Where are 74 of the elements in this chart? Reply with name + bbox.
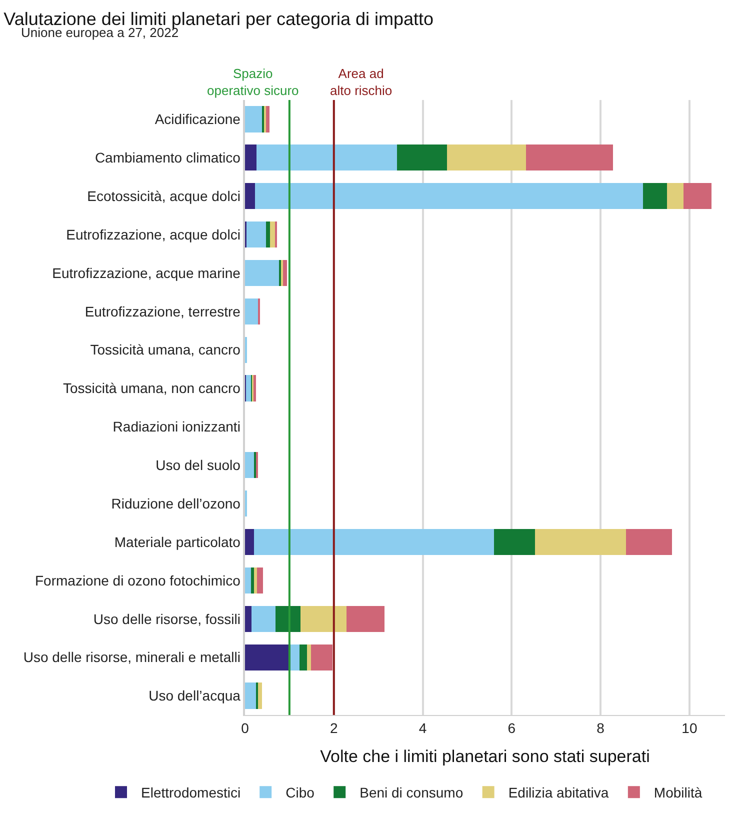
bar	[397, 144, 448, 171]
y-tick-label: Uso delle risorse, minerali e metalli	[23, 649, 240, 666]
bar	[245, 452, 254, 478]
bar	[526, 144, 613, 171]
bar	[256, 144, 397, 171]
bar	[535, 528, 626, 556]
y-tick-label: Uso delle risorse, fossili	[93, 610, 240, 627]
bar	[684, 183, 712, 210]
bar	[245, 682, 256, 709]
y-tick-label: Tossicità umana, non cancro	[63, 380, 241, 396]
bar	[253, 375, 256, 402]
ref-line-label: Spazio operativo sicuro	[207, 66, 299, 98]
y-tick-label: Cambiamento climatico	[94, 150, 241, 166]
y-tick-label: Materiale particolato	[114, 534, 241, 550]
x-axis-title: Volte che i limiti planetari sono stati superati	[320, 747, 650, 766]
bar	[250, 567, 254, 594]
y-tick-label: Formazione di ozono fotochimico	[35, 572, 241, 588]
x-tick-label: 6	[508, 720, 516, 736]
bar	[258, 682, 262, 709]
bar	[246, 375, 252, 402]
legend-label: Cibo	[286, 784, 315, 801]
y-tick-label: Tossicità umana, cancro	[90, 342, 241, 358]
legend-label: Beni di consumo	[360, 784, 464, 801]
bar	[246, 221, 266, 248]
legend-label: Elettrodomestici	[141, 784, 241, 801]
y-tick-label: Radiazioni ionizzanti	[112, 418, 240, 435]
y-tick-label: Uso dell’acqua	[148, 688, 241, 704]
bar	[643, 183, 667, 210]
bar	[254, 183, 644, 210]
y-tick-label: Acidificazione	[154, 111, 241, 128]
bar	[666, 183, 684, 210]
bar	[300, 644, 308, 670]
bar	[283, 260, 287, 286]
bar	[245, 260, 279, 286]
y-tick-label: Ecotossicità, acque dolci	[87, 188, 240, 204]
bar	[276, 606, 301, 632]
y-tick-label: Uso del suolo	[156, 457, 241, 474]
x-tick-label: 4	[418, 720, 427, 736]
bar	[254, 528, 494, 556]
x-tick-label: 8	[596, 720, 605, 736]
bar	[494, 528, 536, 556]
bar	[245, 298, 258, 324]
bar	[245, 528, 254, 556]
bar	[252, 606, 276, 632]
y-tick-label: Riduzione dell’ozono	[111, 495, 241, 512]
bar	[245, 644, 290, 670]
bar	[307, 644, 312, 670]
bar	[258, 298, 260, 324]
bar	[626, 528, 672, 556]
legend-label: Mobilità	[654, 784, 702, 801]
bar	[300, 606, 346, 632]
bar	[447, 144, 526, 171]
bar	[245, 144, 257, 171]
bar	[311, 644, 333, 670]
ref-line-label: Area ad alto rischio	[330, 66, 392, 98]
bar	[266, 106, 270, 132]
bar	[346, 606, 385, 632]
x-tick-label: 10	[682, 720, 698, 736]
chart-title: Valutazione dei limiti planetari per categoria di impatto	[4, 8, 434, 29]
bar	[245, 106, 263, 132]
x-tick-label: 0	[241, 720, 250, 736]
y-tick-label: Eutrofizzazione, acque marine	[52, 264, 241, 281]
y-tick-label: Eutrofizzazione, acque dolci	[66, 226, 240, 242]
x-tick-label: 2	[330, 720, 338, 736]
bar	[290, 644, 300, 670]
bar	[245, 606, 252, 632]
bar	[245, 567, 251, 594]
bar	[257, 567, 263, 594]
bar	[270, 221, 276, 248]
bar	[266, 221, 270, 248]
legend-label: Edilizia abitativa	[508, 784, 609, 801]
bar	[245, 183, 255, 210]
y-tick-label: Eutrofizzazione, terrestre	[84, 303, 241, 320]
bar	[254, 567, 257, 594]
